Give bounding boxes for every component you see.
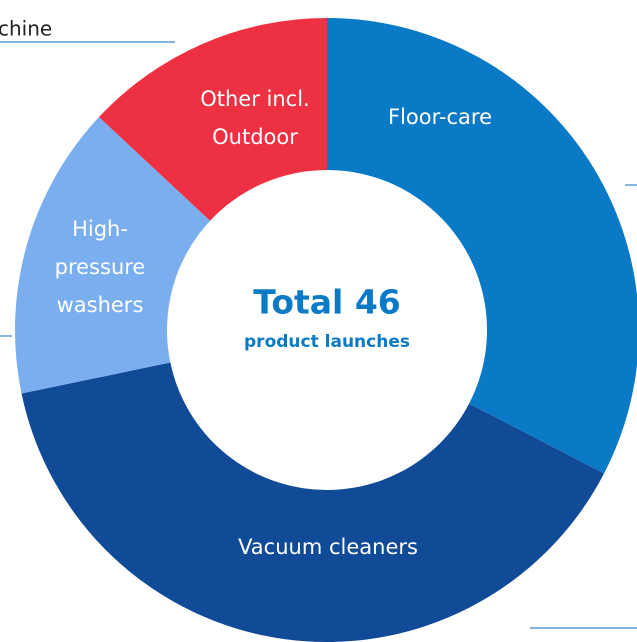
center-subtitle: product launches <box>244 332 410 352</box>
labels: Floor-care Vacuum cleaners High-pressure wa… <box>55 87 492 559</box>
segment <box>21 362 605 642</box>
segment-label: Other incl. <box>200 87 310 111</box>
segment-label: pressure <box>55 255 146 279</box>
center-title: Total 46 <box>253 283 401 322</box>
segment <box>98 17 327 221</box>
segment-label: High- <box>72 217 128 241</box>
segment-label: Vacuum cleaners <box>238 535 418 559</box>
donut <box>14 17 637 642</box>
annotation: chine <box>0 17 52 41</box>
segment <box>327 18 637 474</box>
segment-label: Floor-care <box>388 105 492 129</box>
segment-label: Outdoor <box>212 125 298 149</box>
segment <box>14 117 211 394</box>
segment-label: washers <box>57 293 144 317</box>
